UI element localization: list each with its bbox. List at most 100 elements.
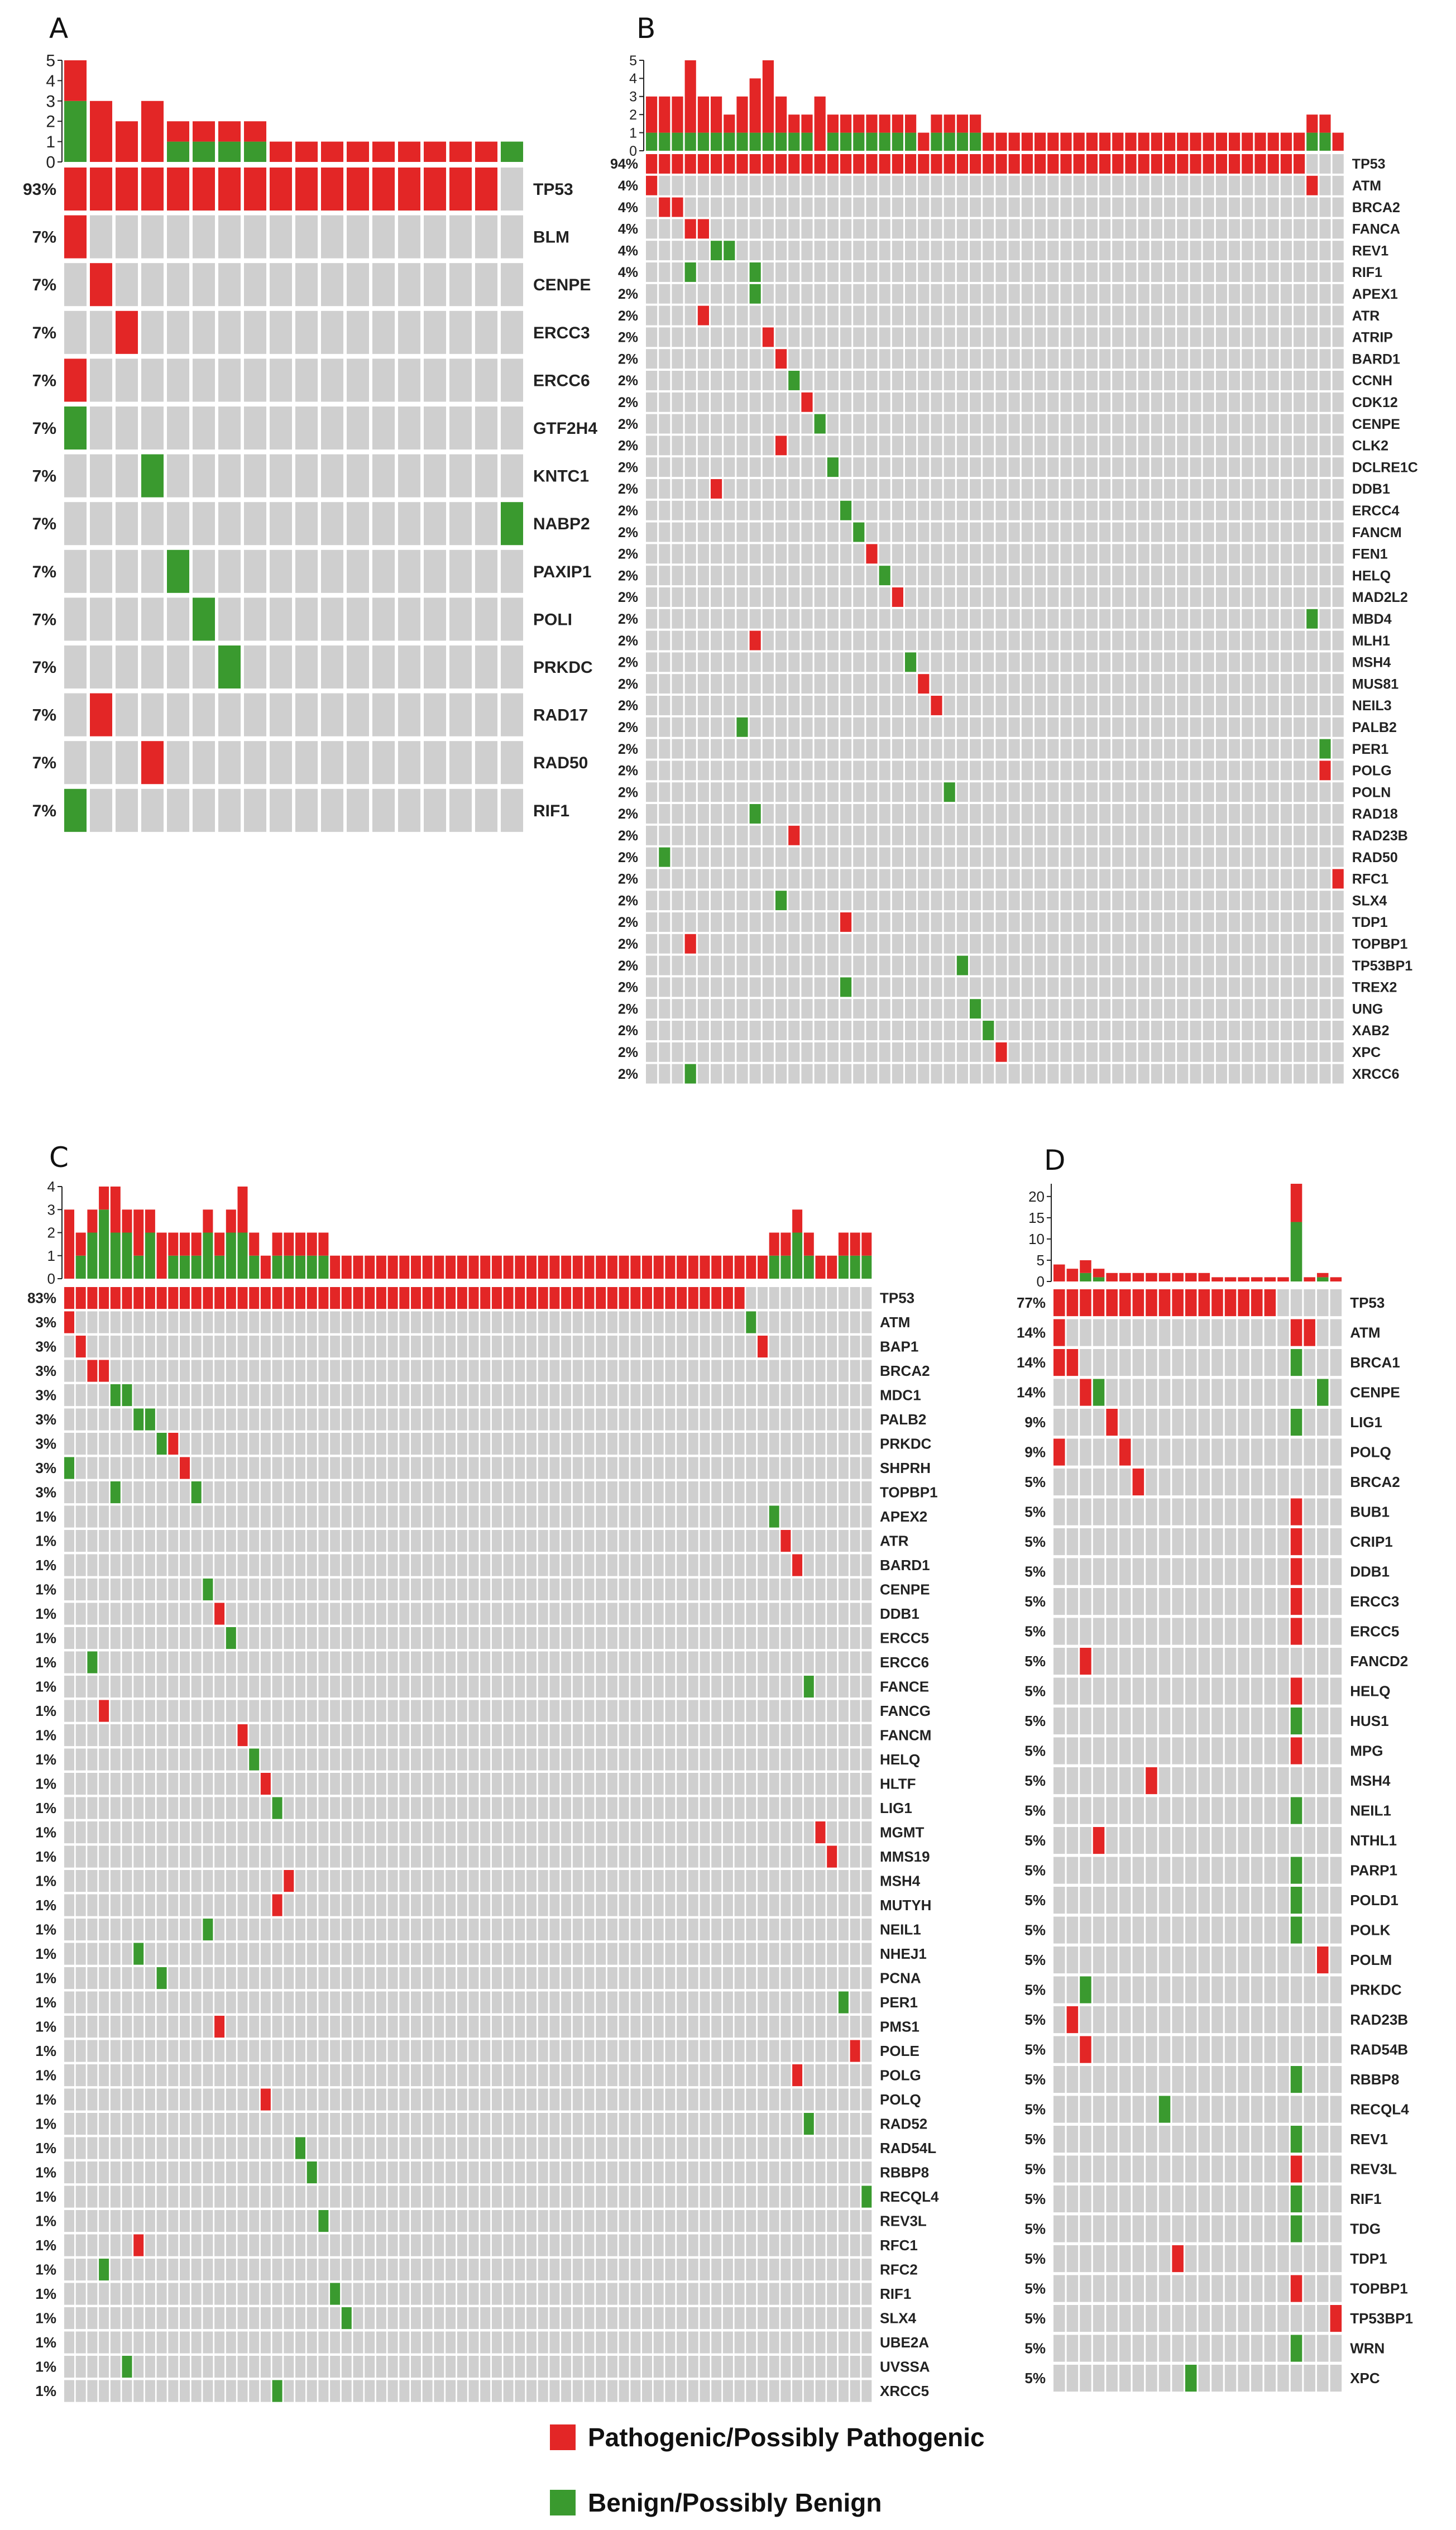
cell-empty xyxy=(561,1311,572,1333)
cell-empty xyxy=(434,1724,444,1747)
cell-empty xyxy=(1254,284,1266,304)
cell-empty xyxy=(64,1505,75,1528)
cell-empty xyxy=(387,1821,398,1844)
cell-empty xyxy=(850,1651,860,1673)
cell-empty xyxy=(840,782,852,802)
cell-empty xyxy=(788,891,800,911)
cell-empty xyxy=(722,1311,733,1333)
cell-empty xyxy=(956,392,968,412)
cell-empty xyxy=(1034,782,1046,802)
cell-empty xyxy=(295,1943,306,1965)
cell-empty xyxy=(700,1579,710,1601)
cell-empty xyxy=(191,1408,202,1431)
cell-empty xyxy=(561,1724,572,1747)
cell-empty xyxy=(353,1481,363,1504)
cell-empty xyxy=(736,522,748,542)
gene-row-ercc6: 1% ERCC6 xyxy=(35,1651,929,1673)
cell-pathogenic xyxy=(749,154,761,174)
cell-empty xyxy=(956,630,968,651)
cell-empty xyxy=(762,891,774,911)
cell-empty xyxy=(376,1894,386,1916)
cell-empty xyxy=(983,761,994,781)
cell-empty xyxy=(1229,327,1241,347)
cell-empty xyxy=(526,1700,537,1722)
cell-empty xyxy=(1332,436,1344,456)
cell-empty xyxy=(711,175,722,195)
cell-empty xyxy=(749,414,761,434)
cell-empty xyxy=(133,1579,144,1601)
cell-empty xyxy=(769,1603,779,1625)
cell-empty xyxy=(387,1579,398,1601)
cell-empty xyxy=(815,1530,826,1552)
cell-empty xyxy=(446,1433,456,1455)
cell-empty xyxy=(734,1773,745,1795)
cell-empty xyxy=(1047,479,1059,499)
cell-pathogenic xyxy=(226,1287,236,1309)
cell-empty xyxy=(1047,522,1059,542)
y-tick-label: 5 xyxy=(46,52,55,70)
cell-empty xyxy=(1229,305,1241,326)
cell-empty xyxy=(515,1530,525,1552)
cell-empty xyxy=(861,1773,872,1795)
cell-empty xyxy=(1215,891,1227,911)
cell-empty xyxy=(318,1821,329,1844)
cell-empty xyxy=(879,825,890,845)
cell-empty xyxy=(1151,825,1162,845)
cell-empty xyxy=(515,1773,525,1795)
gene-name: RAD23B xyxy=(1352,828,1408,844)
cell-empty xyxy=(399,1384,410,1407)
cell-empty xyxy=(995,392,1007,412)
cell-empty xyxy=(330,1797,341,1819)
cell-empty xyxy=(1099,371,1111,390)
cell-pathogenic xyxy=(1229,154,1241,174)
cell-empty xyxy=(758,1554,768,1576)
cell-empty xyxy=(237,1748,248,1771)
cell-empty xyxy=(672,327,683,347)
cell-empty xyxy=(561,1579,572,1601)
cell-empty xyxy=(306,1311,317,1333)
cell-empty xyxy=(905,587,917,607)
cell-empty xyxy=(780,1676,791,1698)
cell-empty xyxy=(372,502,395,546)
cell-empty xyxy=(840,696,852,715)
cell-empty xyxy=(457,1821,467,1844)
cell-empty xyxy=(1164,761,1176,781)
cell-empty xyxy=(116,645,138,689)
cell-empty xyxy=(330,1457,341,1479)
cell-empty xyxy=(905,1042,917,1062)
cell-empty xyxy=(1267,934,1279,954)
cell-empty xyxy=(1215,869,1227,889)
cell-empty xyxy=(642,1700,653,1722)
cell-empty xyxy=(1047,1021,1059,1040)
cell-empty xyxy=(983,609,994,629)
cell-empty xyxy=(788,630,800,651)
cell-empty xyxy=(788,977,800,997)
cell-empty xyxy=(584,1700,595,1722)
cell-empty xyxy=(983,696,994,715)
cell-empty xyxy=(700,1724,710,1747)
cell-empty xyxy=(665,1627,676,1649)
cell-empty xyxy=(1294,804,1305,824)
cell-empty xyxy=(249,1481,260,1504)
cell-empty xyxy=(501,263,524,307)
cell-empty xyxy=(365,1797,375,1819)
gene-name: RFC1 xyxy=(1352,872,1388,887)
bar-segment-pathogenic xyxy=(630,1255,641,1279)
cell-empty xyxy=(515,1724,525,1747)
cell-empty xyxy=(365,1700,375,1722)
cell-empty xyxy=(156,1773,167,1795)
cell-empty xyxy=(141,788,164,832)
cell-empty xyxy=(665,1360,676,1382)
cell-empty xyxy=(1125,479,1137,499)
cell-empty xyxy=(700,1505,710,1528)
cell-empty xyxy=(642,1360,653,1382)
cell-empty xyxy=(1177,869,1189,889)
gene-name: CDK12 xyxy=(1352,395,1398,410)
cell-empty xyxy=(956,262,968,282)
cell-pathogenic xyxy=(697,154,709,174)
cell-empty xyxy=(353,1408,363,1431)
cell-empty xyxy=(659,696,670,715)
cell-empty xyxy=(1047,955,1059,975)
cell-empty xyxy=(956,284,968,304)
cell-empty xyxy=(684,674,696,694)
